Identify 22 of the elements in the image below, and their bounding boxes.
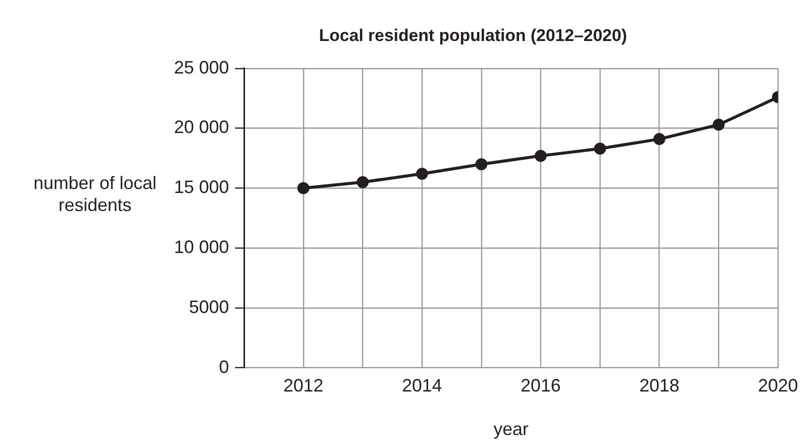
y-tick-label: 10 000	[174, 237, 230, 258]
point	[416, 168, 428, 180]
x-tick-label: 2018	[639, 376, 680, 396]
x-tick-label: 2020	[758, 376, 798, 396]
point	[653, 133, 666, 146]
y-tick-label: 25 000	[174, 57, 230, 78]
point	[297, 182, 310, 194]
y-axis-title: number of local residents	[33, 173, 157, 215]
x-tick-label: 2012	[283, 376, 324, 396]
point	[712, 118, 725, 131]
y-tick-label: 20 000	[174, 117, 230, 138]
point	[594, 142, 606, 155]
chart-title: Local resident population (2012–2020)	[319, 26, 627, 45]
y-tick-label: 15 000	[174, 177, 230, 198]
point	[475, 158, 488, 170]
x-tick-label: 2016	[520, 376, 561, 396]
y-tick-label: 0	[219, 356, 230, 377]
x-tick-label: 2014	[402, 376, 442, 396]
point	[534, 150, 547, 162]
y-tick-label: 5000	[189, 296, 230, 317]
x-axis-title: year	[494, 419, 529, 440]
point	[356, 176, 369, 188]
